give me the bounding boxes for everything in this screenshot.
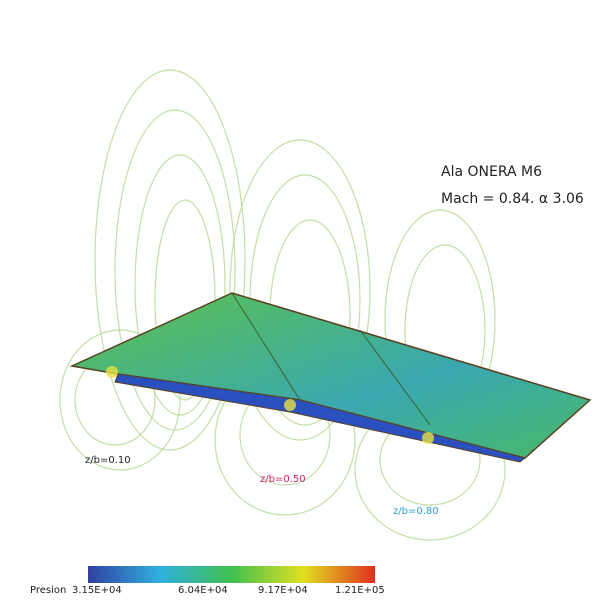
colorbar [88,566,375,583]
title: Ala ONERA M6 [441,164,542,180]
colorbar-tick: 1.21E+05 [335,585,385,596]
section-label: z/b=0.10 [85,455,131,466]
colorbar-tick: 3.15E+04 [72,585,122,596]
colorbar-tick: 6.04E+04 [178,585,228,596]
colorbar-label: Presion [30,585,66,596]
section-label: z/b=0.50 [260,474,306,485]
pressure-contours [60,70,505,540]
colorbar-tick: 9.17E+04 [258,585,308,596]
conditions: Mach = 0.84. α 3.06 [441,191,584,207]
wing [72,293,590,462]
figure: Ala ONERA M6 Mach = 0.84. α 3.06 z/b=0.1… [0,0,595,596]
section-label: z/b=0.80 [393,506,439,517]
